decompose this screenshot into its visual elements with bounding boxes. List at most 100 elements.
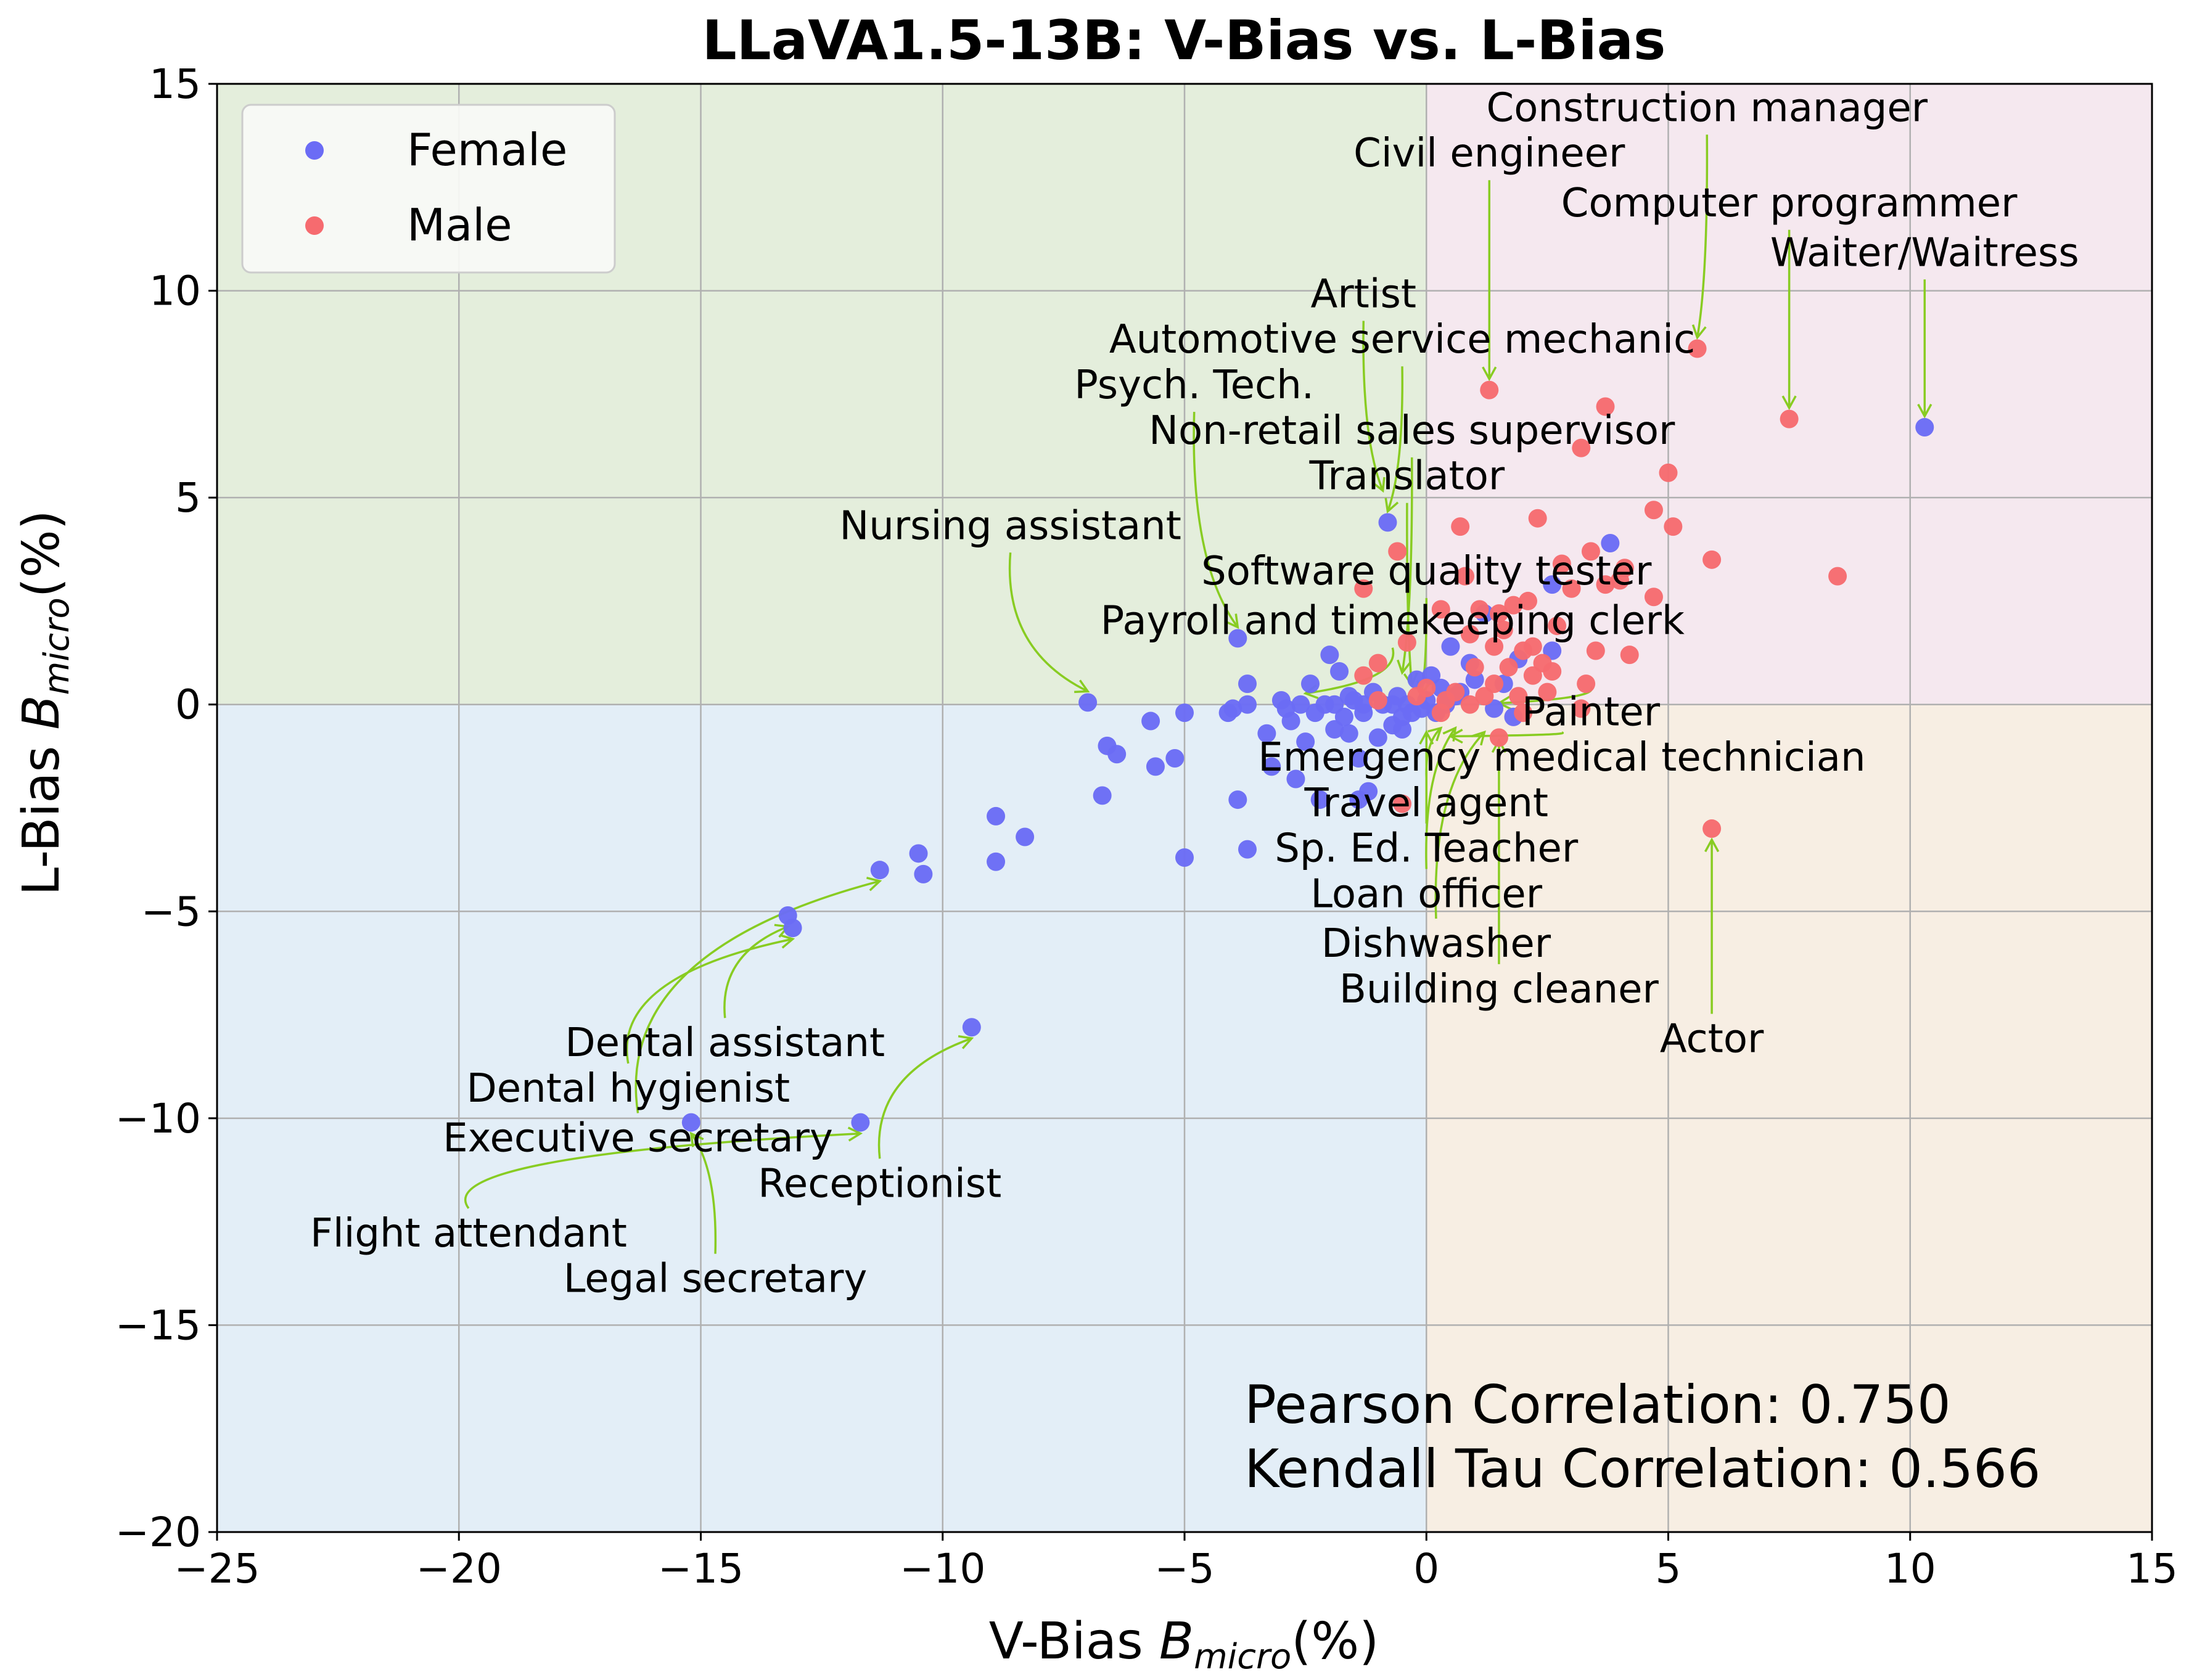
point-male bbox=[1702, 819, 1722, 838]
point-female bbox=[1223, 699, 1242, 718]
point-female bbox=[1349, 748, 1368, 768]
annotation-label: Dishwasher bbox=[1321, 921, 1551, 967]
point-female bbox=[914, 864, 933, 883]
annotation-arrow bbox=[723, 925, 789, 1018]
annotation-label: Loan officer bbox=[1310, 872, 1542, 917]
point-male bbox=[1780, 409, 1799, 428]
point-male bbox=[1615, 559, 1634, 578]
annotation-arrowhead bbox=[1419, 729, 1434, 745]
annotation-label: Artist bbox=[1311, 271, 1416, 317]
point-female bbox=[1543, 641, 1562, 660]
annotation-arrow bbox=[877, 1037, 972, 1159]
x-tick-label: −5 bbox=[1154, 1545, 1214, 1592]
point-male bbox=[1451, 517, 1470, 536]
point-male bbox=[1368, 691, 1387, 710]
annotation-arrow bbox=[1362, 321, 1384, 491]
point-female bbox=[851, 1113, 870, 1132]
annotation-label: Construction manager bbox=[1487, 85, 1928, 131]
point-male bbox=[1543, 662, 1562, 681]
point-male bbox=[1572, 699, 1591, 718]
annotation-arrowhead bbox=[1691, 324, 1707, 340]
annotation-arrows bbox=[464, 134, 1932, 1254]
point-female bbox=[1078, 693, 1098, 712]
annotation-label: Legal secretary bbox=[564, 1256, 868, 1302]
point-male bbox=[1538, 682, 1557, 702]
point-female bbox=[1330, 662, 1349, 681]
y-tick-label: −15 bbox=[115, 1301, 201, 1349]
annotation-arrowhead bbox=[779, 934, 795, 949]
legend-marker-male bbox=[305, 216, 324, 235]
annotation-arrowhead bbox=[1917, 403, 1932, 419]
annotation-arrowhead bbox=[1704, 837, 1720, 853]
point-female bbox=[1238, 674, 1257, 694]
annotation-label: Executive secretary bbox=[443, 1116, 833, 1162]
x-axis-label: V-Bias Bmicro(%) bbox=[989, 1612, 1379, 1677]
annotation-arrow bbox=[1305, 647, 1395, 695]
point-female bbox=[1300, 674, 1320, 694]
annotation-label: Civil engineer bbox=[1353, 131, 1625, 176]
point-female bbox=[1093, 786, 1112, 805]
point-male bbox=[1518, 591, 1537, 610]
point-male bbox=[1494, 620, 1513, 639]
point-male bbox=[1393, 794, 1412, 813]
point-male bbox=[1548, 617, 1567, 636]
point-female bbox=[1378, 513, 1397, 532]
annotation-arrowhead bbox=[1225, 613, 1239, 629]
point-male bbox=[1572, 438, 1591, 457]
y-tick-label: −5 bbox=[141, 888, 201, 935]
point-female bbox=[1601, 533, 1620, 552]
annotation-arrow bbox=[1401, 457, 1413, 673]
annotation-arrow bbox=[1450, 731, 1564, 738]
point-male bbox=[1586, 641, 1605, 660]
point-female bbox=[870, 861, 889, 880]
point-male bbox=[1562, 579, 1581, 598]
point-male bbox=[1509, 687, 1528, 706]
annotation-arrow bbox=[1696, 134, 1709, 338]
annotation-arrow bbox=[635, 880, 881, 1113]
y-tick-label: 5 bbox=[175, 474, 201, 522]
x-tick-label: 10 bbox=[1884, 1545, 1936, 1592]
y-tick-label: −10 bbox=[115, 1095, 201, 1142]
annotation-arrow bbox=[1008, 552, 1088, 692]
annotation-label: Payroll and timekeeping clerk bbox=[1101, 599, 1685, 644]
x-tick-label: 15 bbox=[2126, 1545, 2178, 1592]
annotation-arrowhead bbox=[847, 1126, 863, 1142]
point-female bbox=[681, 1113, 700, 1132]
point-female bbox=[1339, 724, 1358, 743]
annotation-arrow bbox=[690, 1133, 717, 1254]
annotation-label: Dental assistant bbox=[565, 1020, 885, 1066]
annotation-label: Software quality tester bbox=[1201, 549, 1652, 594]
point-female bbox=[909, 844, 928, 863]
point-male bbox=[1388, 542, 1407, 561]
annotation-label: Painter bbox=[1522, 689, 1661, 735]
point-male bbox=[1659, 463, 1678, 482]
point-female bbox=[1354, 695, 1373, 714]
annotation-arrowhead bbox=[866, 877, 882, 891]
x-tick-label: −25 bbox=[174, 1545, 260, 1592]
annotation-arrowhead bbox=[1384, 498, 1399, 514]
point-male bbox=[1644, 588, 1663, 607]
x-tick-label: −10 bbox=[900, 1545, 985, 1592]
y-tick-label: 15 bbox=[149, 60, 201, 108]
annotation-label: Computer programmer bbox=[1561, 181, 2018, 226]
point-female bbox=[1441, 637, 1460, 656]
annotation-arrowhead bbox=[689, 1131, 704, 1147]
point-male bbox=[1528, 509, 1547, 528]
point-male bbox=[1828, 567, 1847, 586]
point-male bbox=[1644, 501, 1663, 520]
correlation-stats: Pearson Correlation: 0.750 Kendall Tau C… bbox=[1244, 1374, 2041, 1500]
point-female bbox=[1915, 418, 1934, 437]
point-female bbox=[1359, 782, 1378, 801]
point-female bbox=[1238, 695, 1257, 714]
point-male bbox=[1417, 678, 1436, 697]
point-male bbox=[1489, 604, 1508, 623]
point-male bbox=[1504, 596, 1523, 615]
annotation-label: Receptionist bbox=[758, 1161, 1001, 1207]
y-axis-label: L-Bias Bmicro(%) bbox=[12, 510, 77, 895]
y-axis-ticks: −20 −15 −10 −5 0 5 10 15 bbox=[115, 60, 217, 1556]
point-male bbox=[1456, 567, 1475, 586]
point-male bbox=[1552, 554, 1571, 573]
annotation-label: Flight attendant bbox=[310, 1211, 627, 1256]
point-female bbox=[1334, 707, 1353, 726]
